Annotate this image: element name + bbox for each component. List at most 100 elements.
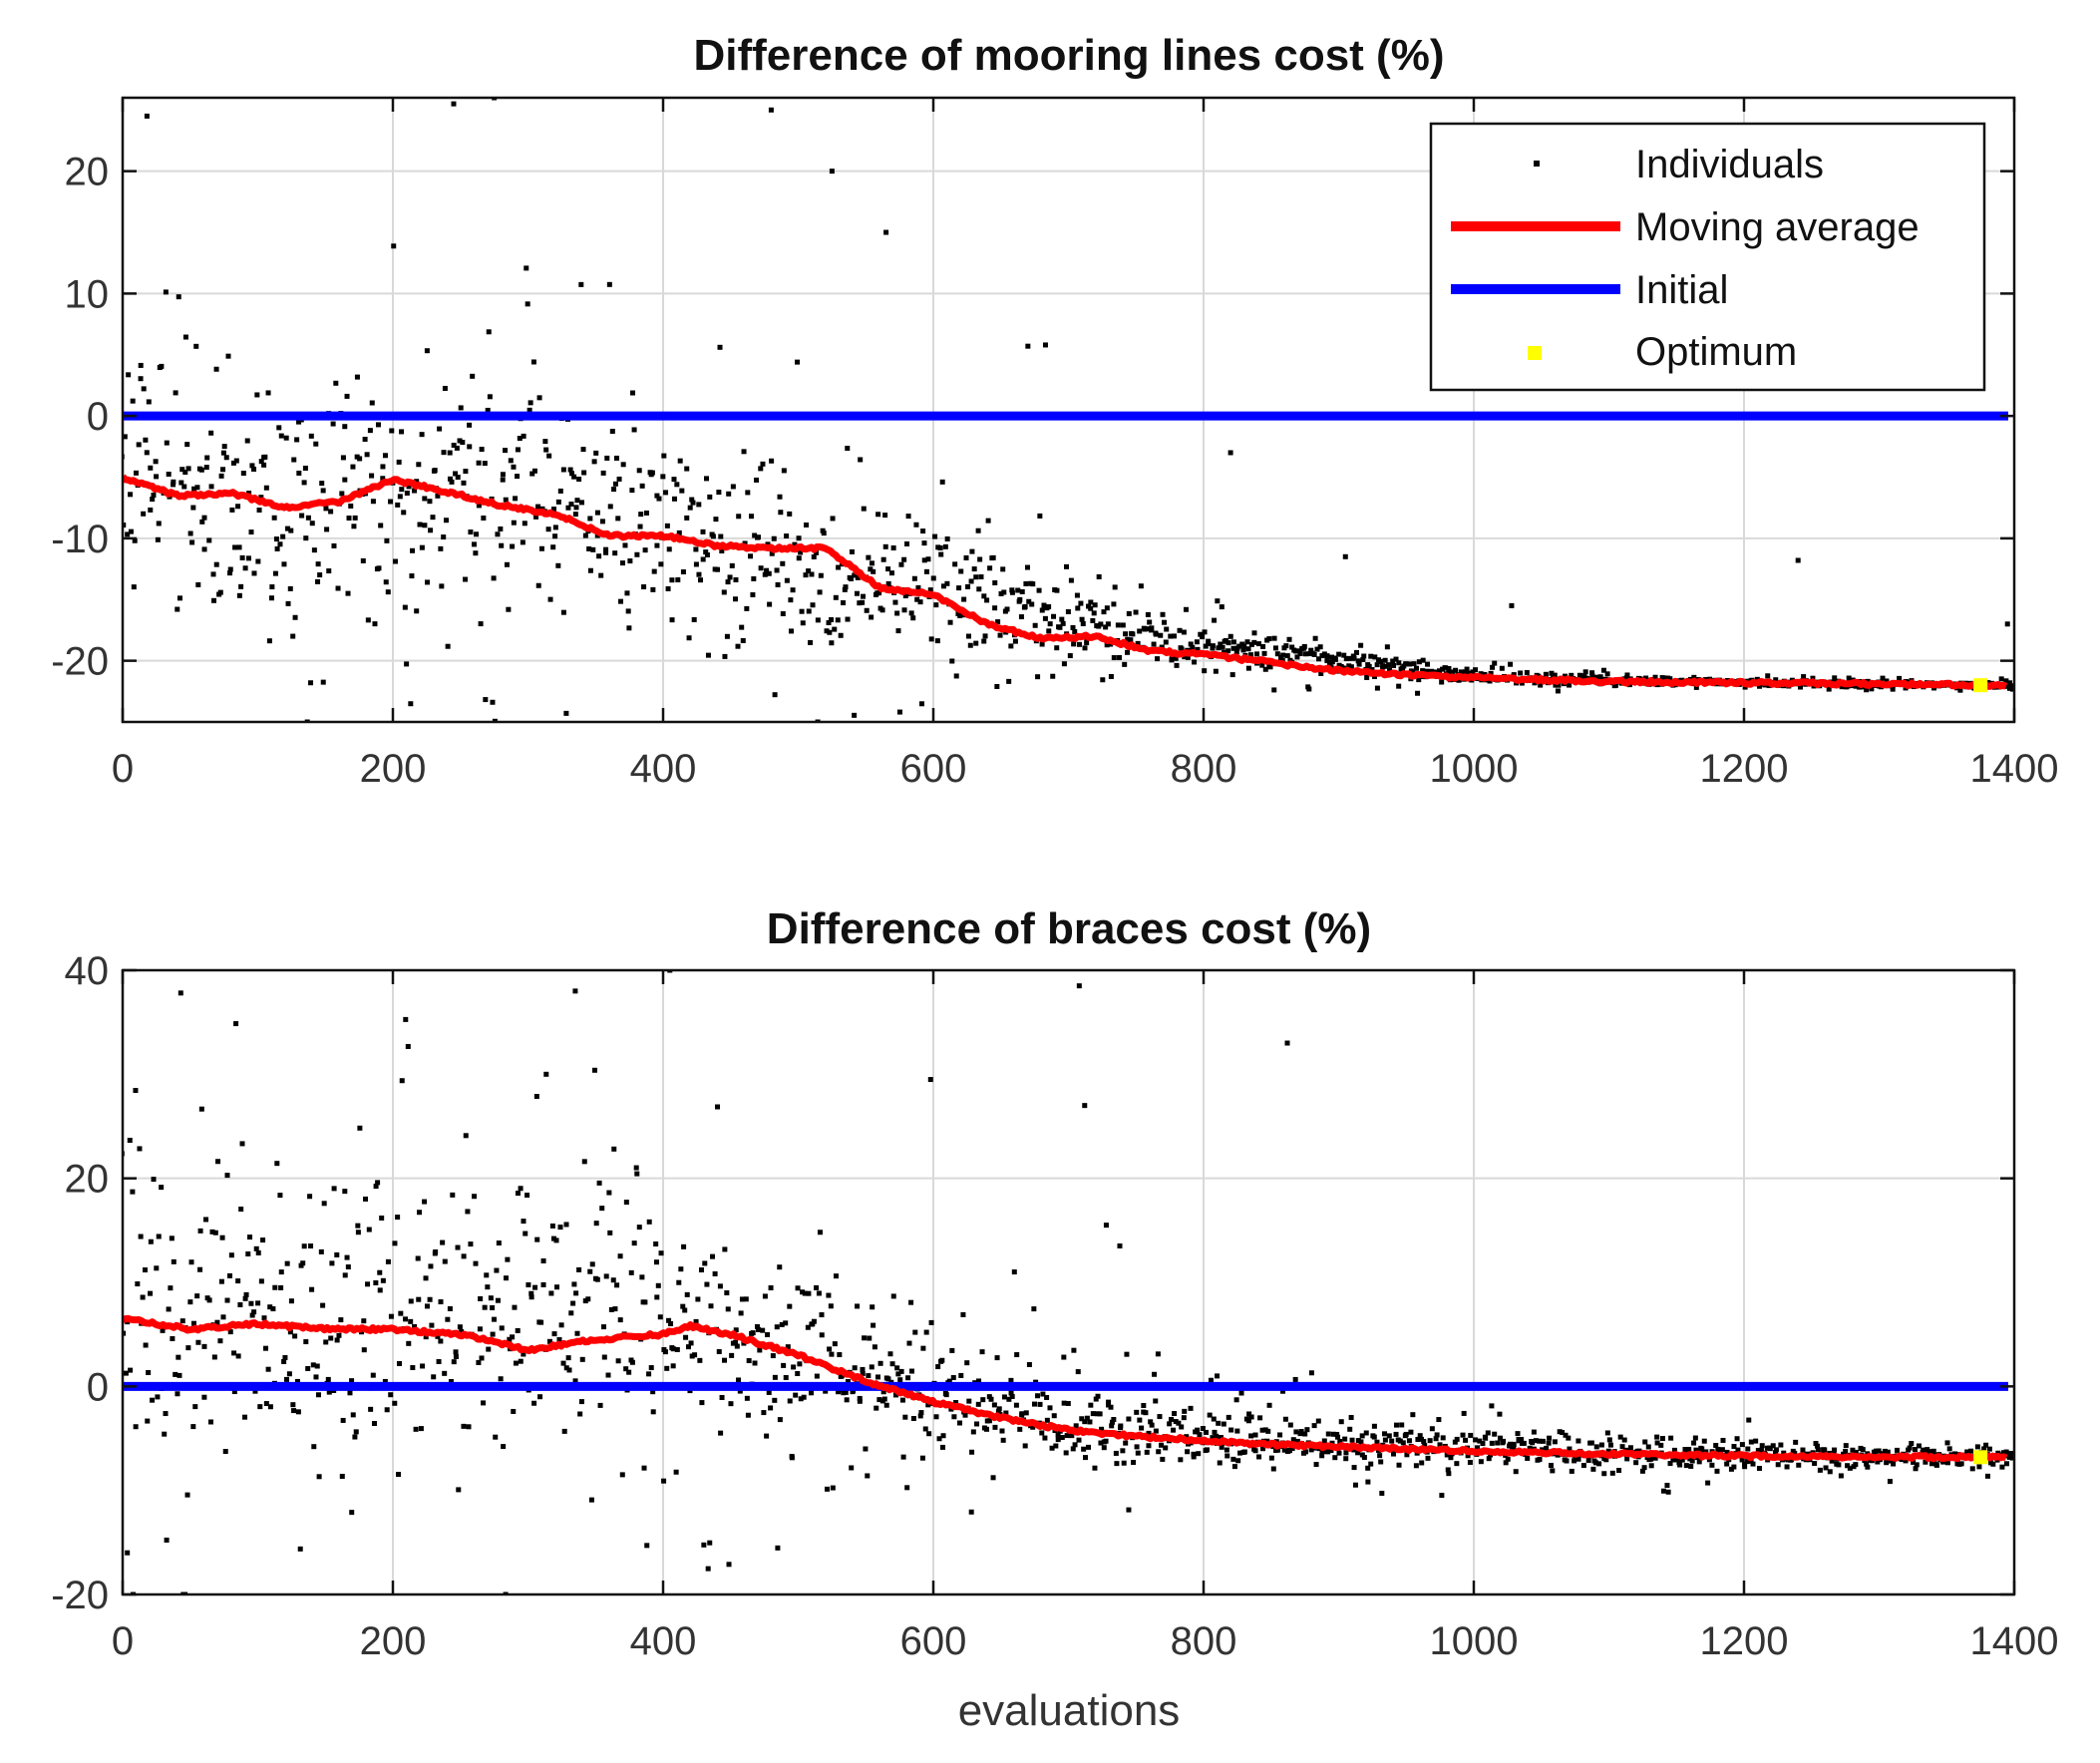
scatter-point (533, 1094, 539, 1100)
scatter-point (1162, 619, 1168, 625)
scatter-point (1407, 661, 1413, 667)
scatter-point (317, 572, 323, 578)
scatter-point (1461, 1410, 1467, 1416)
scatter-point (783, 1375, 789, 1381)
scatter-point (746, 1358, 752, 1364)
scatter-point (1214, 1433, 1220, 1439)
scatter-point (1781, 1450, 1787, 1456)
scatter-point (716, 490, 722, 496)
scatter-point (1913, 1466, 1919, 1472)
scatter-point (603, 1273, 609, 1279)
scatter-point (1202, 668, 1208, 674)
scatter-point (1433, 1436, 1439, 1442)
scatter-point (1059, 616, 1065, 622)
scatter-point (868, 566, 874, 572)
scatter-point (350, 1412, 356, 1418)
scatter-point (1346, 655, 1352, 661)
scatter-point (935, 1364, 941, 1370)
scatter-point (1552, 672, 1558, 678)
scatter-point (1664, 1483, 1670, 1489)
y-tick-label: 0 (87, 1365, 109, 1409)
scatter-point (145, 1418, 151, 1424)
scatter-point (1302, 1431, 1308, 1437)
scatter-point (777, 494, 783, 500)
scatter-point (713, 517, 719, 523)
scatter-point (393, 558, 399, 564)
scatter-point (1944, 1460, 1950, 1466)
scatter-point (278, 1284, 284, 1290)
scatter-point (1280, 1388, 1286, 1394)
scatter-point (650, 1389, 656, 1395)
scatter-point (213, 561, 219, 567)
scatter-point (986, 1394, 992, 1400)
scatter-point (439, 583, 445, 589)
scatter-point (1287, 1447, 1293, 1453)
scatter-point (803, 572, 809, 578)
scatter-point (1410, 1412, 1416, 1418)
scatter-point (751, 575, 757, 581)
scatter-point (810, 602, 816, 608)
scatter-point (885, 566, 891, 572)
scatter-point (1921, 1447, 1926, 1453)
scatter-point (458, 405, 464, 411)
scatter-point (1543, 671, 1549, 677)
scatter-point (1231, 1464, 1237, 1470)
scatter-point (861, 593, 867, 599)
scatter-point (1157, 1414, 1163, 1420)
scatter-point (1215, 1373, 1221, 1379)
scatter-point (320, 1302, 326, 1308)
scatter-point (684, 466, 690, 472)
scatter-point (299, 513, 305, 519)
scatter-point (953, 1399, 959, 1405)
scatter-point (1298, 1429, 1304, 1435)
scatter-point (437, 426, 443, 432)
scatter-point (733, 1339, 739, 1345)
scatter-point (1758, 1447, 1764, 1453)
scatter-point (576, 476, 582, 482)
scatter-point (1072, 1442, 1078, 1448)
scatter-point (191, 486, 197, 492)
scatter-point (658, 1250, 664, 1256)
scatter-point (238, 583, 244, 589)
scatter-point (1179, 1424, 1185, 1430)
scatter-point (867, 1335, 873, 1341)
scatter-point (340, 1417, 346, 1423)
scatter-point (125, 1550, 131, 1556)
scatter-point (1845, 1463, 1851, 1469)
scatter-point (908, 1368, 914, 1374)
scatter-point (925, 556, 931, 562)
scatter-point (865, 1473, 871, 1479)
scatter-point (535, 504, 541, 510)
scatter-point (483, 697, 489, 703)
scatter-point (1425, 1455, 1431, 1461)
scatter-point (313, 441, 319, 447)
scatter-point (1443, 665, 1449, 671)
scatter-point (1030, 581, 1036, 587)
scatter-point (422, 1199, 428, 1205)
scatter-point (666, 546, 672, 552)
scatter-point (515, 1191, 521, 1197)
scatter-point (702, 1260, 708, 1266)
scatter-point (1229, 672, 1235, 678)
scatter-point (1063, 1450, 1069, 1456)
scatter-point (1321, 651, 1327, 657)
scatter-point (610, 1277, 616, 1283)
scatter-point (937, 545, 943, 551)
scatter-point (500, 477, 506, 483)
scatter-point (829, 1351, 835, 1357)
scatter-point (388, 1392, 394, 1398)
scatter-point (1046, 604, 1052, 610)
scatter-point (1245, 665, 1251, 671)
scatter-point (328, 1335, 334, 1341)
scatter-point (185, 466, 191, 472)
scatter-point (1416, 659, 1422, 665)
scatter-point (267, 1304, 273, 1310)
scatter-point (1508, 1441, 1514, 1447)
scatter-point (427, 1296, 433, 1302)
scatter-point (798, 1396, 804, 1402)
scatter-point (797, 1361, 803, 1367)
scatter-point (857, 1398, 863, 1404)
scatter-point (1745, 1446, 1751, 1452)
scatter-point (1029, 601, 1035, 607)
scatter-point (1425, 661, 1431, 667)
